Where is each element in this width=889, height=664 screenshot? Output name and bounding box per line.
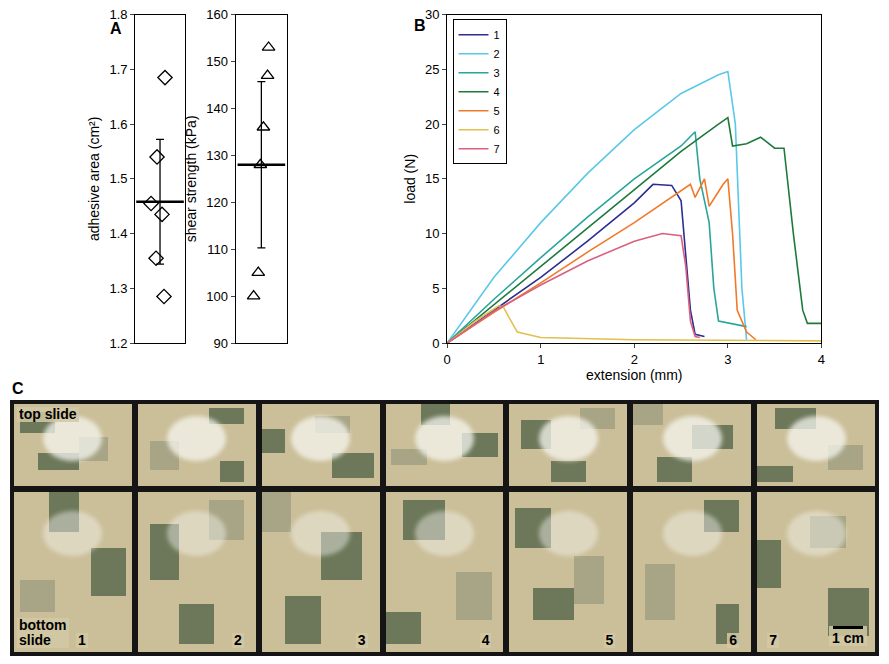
svg-text:0: 0: [444, 352, 451, 367]
svg-text:10: 10: [425, 226, 439, 241]
html-text:4: 4: [481, 632, 490, 648]
svg-text:3: 3: [494, 67, 500, 79]
svg-text:4: 4: [818, 352, 825, 367]
svg-text:130: 130: [206, 148, 228, 163]
svg-text:110: 110: [207, 242, 228, 257]
svg-text:15: 15: [425, 171, 439, 186]
svg-text:7: 7: [494, 143, 500, 155]
svg-text:2: 2: [631, 352, 638, 367]
html-text:2: 2: [233, 632, 242, 648]
svg-text:1: 1: [537, 352, 544, 367]
html-text:1 cm: 1 cm: [832, 630, 864, 646]
svg-text:1.7: 1.7: [109, 62, 127, 77]
svg-text:90: 90: [214, 336, 228, 351]
svg-text:25: 25: [425, 62, 439, 77]
svg-text:0: 0: [432, 336, 439, 351]
svg-text:shear strength (kPa): shear strength (kPa): [183, 115, 199, 242]
html-text:bottom slide: bottom slide: [19, 617, 67, 648]
svg-text:load (N): load (N): [402, 154, 418, 204]
html-text:1: 1: [78, 632, 86, 648]
html-text:3: 3: [357, 632, 366, 648]
svg-text:6: 6: [494, 124, 500, 136]
svg-text:B: B: [414, 17, 426, 34]
svg-text:150: 150: [206, 54, 228, 69]
svg-text:1.6: 1.6: [109, 117, 127, 132]
svg-text:1.5: 1.5: [109, 171, 127, 186]
svg-text:1: 1: [494, 29, 500, 41]
svg-text:5: 5: [494, 105, 500, 117]
svg-text:4: 4: [494, 86, 500, 98]
html-text:top slide: top slide: [19, 406, 77, 422]
svg-text:160: 160: [206, 7, 228, 22]
svg-text:1.3: 1.3: [109, 281, 127, 296]
svg-text:100: 100: [206, 289, 228, 304]
svg-text:extension (mm): extension (mm): [586, 367, 682, 383]
html-text:5: 5: [605, 632, 614, 648]
svg-text:A: A: [110, 20, 122, 37]
svg-text:1.4: 1.4: [109, 226, 127, 241]
svg-text:adhesive area (cm²): adhesive area (cm²): [86, 117, 102, 242]
svg-text:20: 20: [425, 117, 439, 132]
svg-text:3: 3: [724, 352, 731, 367]
html-text:6: 6: [729, 632, 738, 648]
svg-text:5: 5: [432, 281, 439, 296]
svg-text:140: 140: [206, 101, 228, 116]
html-text:C: C: [12, 380, 24, 397]
html-text:7: 7: [769, 632, 777, 648]
svg-text:120: 120: [206, 195, 228, 210]
svg-text:2: 2: [494, 48, 500, 60]
svg-text:30: 30: [425, 7, 439, 22]
svg-text:1.8: 1.8: [109, 7, 127, 22]
svg-text:1.2: 1.2: [109, 336, 127, 351]
